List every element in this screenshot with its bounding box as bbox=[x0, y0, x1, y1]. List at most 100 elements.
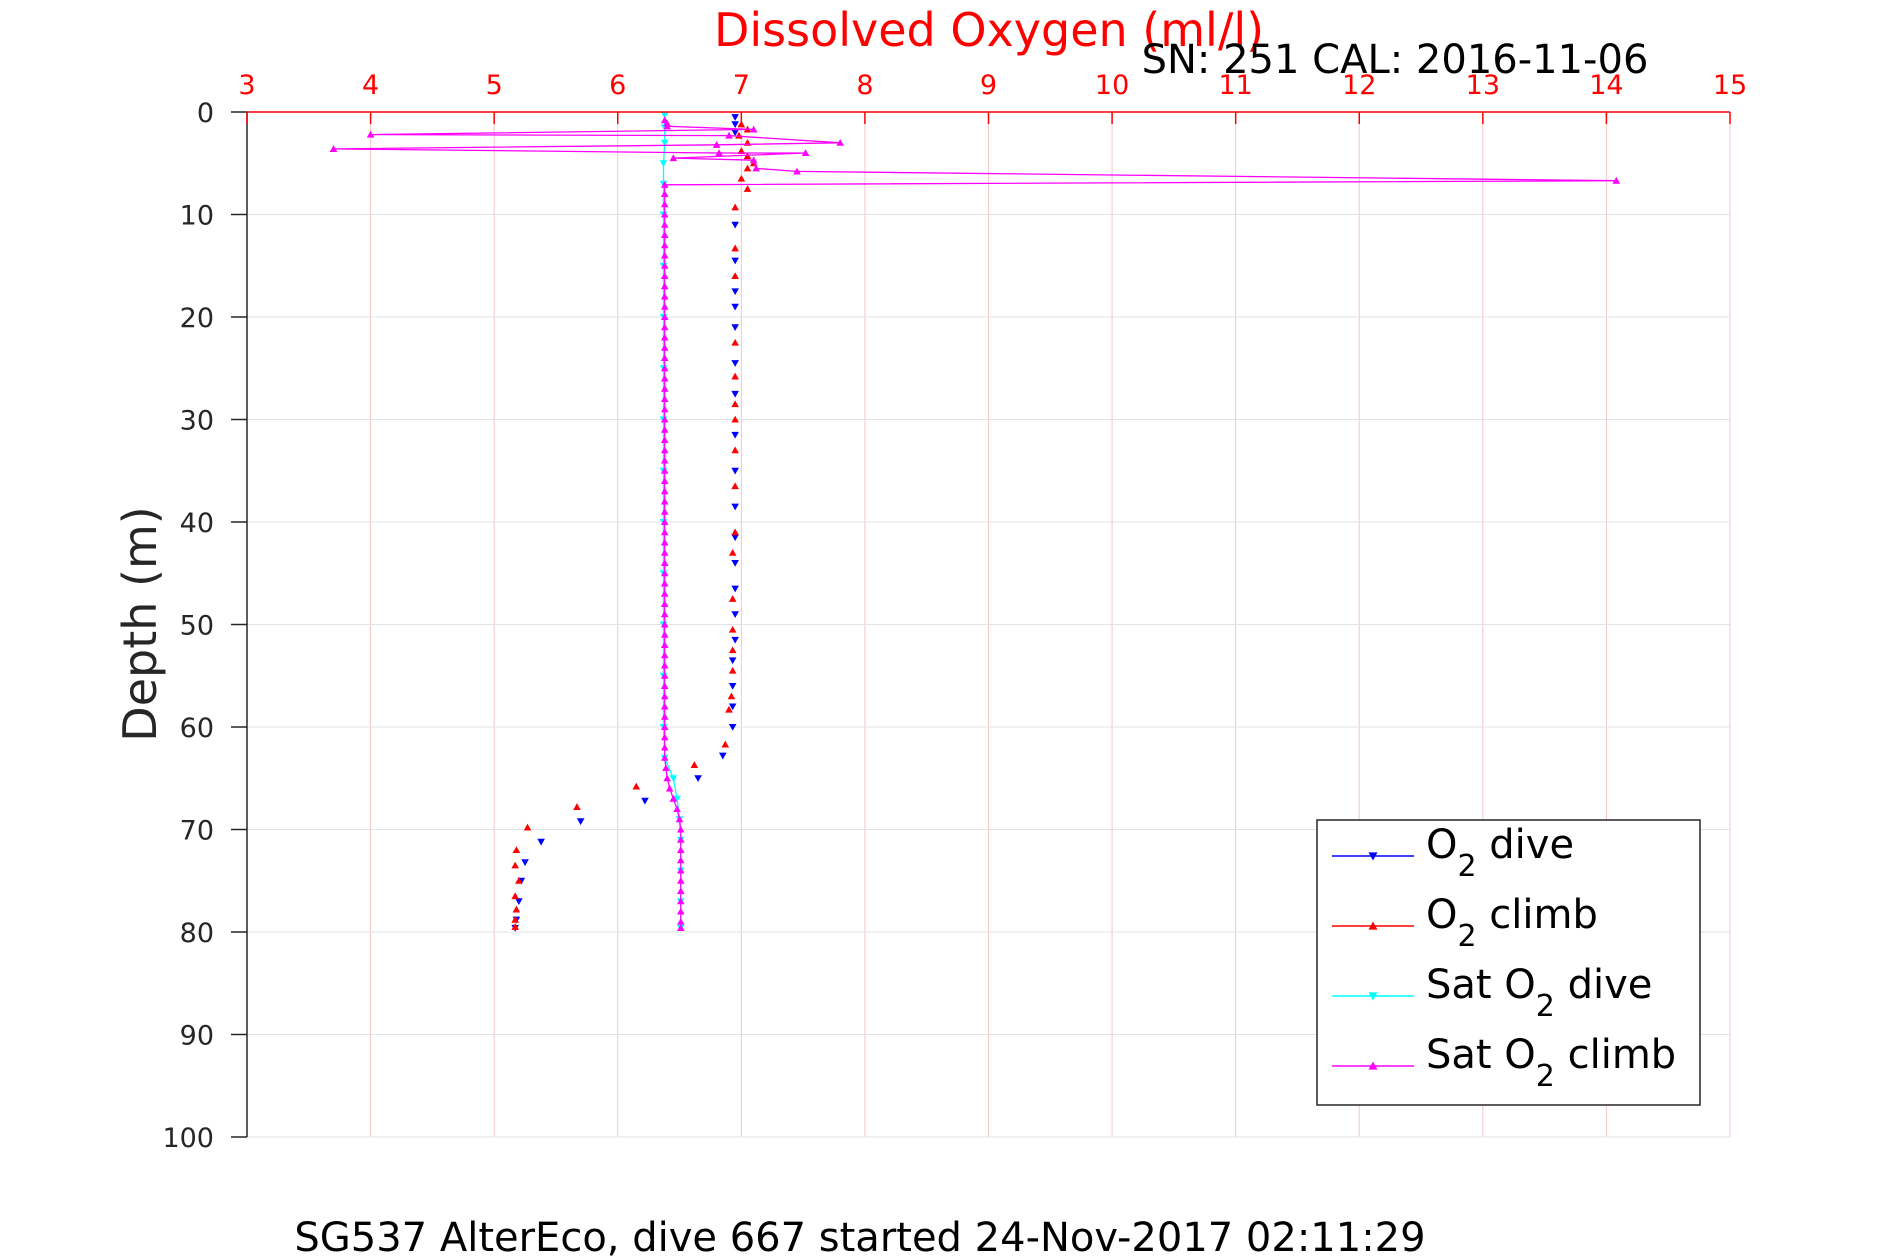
axes: 3 4 5 6 7 8 9 10 11 12 13 14 15 0 10 20 30 40 50 60 70 80 90 10… bbox=[162, 70, 1747, 1154]
data-point bbox=[663, 774, 671, 782]
data-point bbox=[731, 129, 739, 137]
data-point bbox=[660, 671, 669, 679]
data-point bbox=[727, 692, 736, 700]
data-point bbox=[731, 324, 739, 332]
data-point bbox=[660, 112, 669, 119]
data-point bbox=[731, 559, 739, 567]
data-point bbox=[660, 384, 669, 392]
data-point bbox=[752, 164, 760, 172]
data-point bbox=[676, 846, 685, 854]
x-tick-label: 5 bbox=[486, 70, 503, 101]
data-point bbox=[660, 682, 669, 690]
data-point bbox=[660, 579, 669, 587]
data-point bbox=[512, 905, 521, 913]
data-point bbox=[660, 466, 669, 474]
data-point bbox=[511, 923, 519, 930]
data-point bbox=[669, 154, 678, 162]
data-point bbox=[660, 733, 669, 741]
data-point bbox=[511, 892, 519, 900]
data-point bbox=[676, 866, 685, 874]
legend-label: Sat O2 climb bbox=[1426, 1032, 1676, 1094]
data-point bbox=[660, 313, 669, 321]
data-point bbox=[731, 611, 739, 619]
data-point bbox=[690, 761, 699, 768]
data-point bbox=[731, 415, 739, 423]
y-tick-label: 30 bbox=[180, 406, 214, 437]
data-point bbox=[660, 241, 669, 249]
legend-entry: Sat O2 dive bbox=[1332, 962, 1652, 1024]
data-point bbox=[676, 917, 685, 925]
data-point bbox=[660, 723, 669, 731]
y-tick-label: 80 bbox=[180, 918, 214, 949]
data-point bbox=[521, 859, 529, 867]
x-tick-label: 7 bbox=[733, 70, 750, 101]
data-point bbox=[660, 743, 669, 751]
data-point bbox=[515, 876, 523, 884]
legend-box bbox=[1316, 819, 1701, 1106]
data-point bbox=[731, 303, 739, 311]
y-tick-label: 60 bbox=[180, 713, 214, 744]
data-point bbox=[660, 528, 669, 536]
data-point bbox=[660, 661, 669, 669]
legend-entry: O2 dive bbox=[1332, 822, 1574, 884]
x-tick-label: 10 bbox=[1095, 70, 1129, 101]
data-point bbox=[660, 630, 669, 638]
data-point bbox=[660, 405, 669, 413]
legend-swatch-marker bbox=[1368, 992, 1378, 1001]
data-point bbox=[576, 818, 585, 826]
data-point bbox=[660, 753, 669, 761]
data-point bbox=[725, 131, 733, 139]
legend-swatch-marker bbox=[1368, 1061, 1378, 1070]
data-point bbox=[669, 775, 678, 783]
data-point bbox=[660, 641, 669, 649]
data-point bbox=[660, 395, 669, 403]
data-point bbox=[660, 272, 669, 280]
data-point bbox=[694, 775, 702, 783]
data-point bbox=[663, 122, 671, 130]
data-point bbox=[632, 782, 641, 790]
data-point bbox=[660, 374, 669, 382]
data-point bbox=[749, 156, 758, 164]
data-point bbox=[728, 682, 737, 690]
x-tick-label: 14 bbox=[1589, 70, 1623, 101]
data-point bbox=[712, 141, 721, 148]
data-point bbox=[660, 692, 669, 700]
x-tick-label: 15 bbox=[1713, 70, 1747, 101]
chart-title: Dissolved Oxygen (ml/l) bbox=[714, 3, 1264, 57]
legend: O2 dive O2 climb Sat O2 dive Sat O2 climb bbox=[1316, 819, 1701, 1106]
data-point bbox=[660, 139, 669, 147]
x-tick-label: 8 bbox=[856, 70, 873, 101]
data-point bbox=[728, 646, 737, 654]
data-point bbox=[659, 160, 668, 168]
x-tick-label: 3 bbox=[238, 70, 255, 101]
data-point bbox=[512, 846, 521, 854]
data-point bbox=[511, 861, 519, 869]
data-point bbox=[737, 174, 746, 182]
data-point bbox=[676, 825, 685, 833]
data-point bbox=[793, 167, 801, 175]
data-point bbox=[660, 261, 669, 269]
x-tick-label: 9 bbox=[980, 70, 997, 101]
data-point bbox=[676, 876, 685, 884]
data-point bbox=[660, 343, 669, 351]
legend-label: Sat O2 dive bbox=[1426, 962, 1652, 1024]
data-point bbox=[836, 138, 844, 146]
data-point bbox=[728, 657, 737, 665]
y-tick-label: 50 bbox=[180, 611, 214, 642]
data-point bbox=[660, 354, 669, 362]
data-point bbox=[676, 856, 685, 864]
data-point bbox=[728, 703, 737, 711]
data-point bbox=[731, 221, 739, 229]
data-point bbox=[660, 180, 669, 188]
x-tick-label: 11 bbox=[1218, 70, 1252, 101]
legend-swatch-marker bbox=[1368, 921, 1378, 930]
data-point bbox=[676, 907, 685, 915]
data-point bbox=[718, 752, 727, 760]
data-point bbox=[731, 636, 739, 644]
data-point bbox=[728, 548, 737, 556]
data-point bbox=[523, 823, 532, 831]
data-point bbox=[801, 149, 810, 157]
data-point bbox=[660, 415, 669, 423]
data-point bbox=[660, 333, 669, 341]
